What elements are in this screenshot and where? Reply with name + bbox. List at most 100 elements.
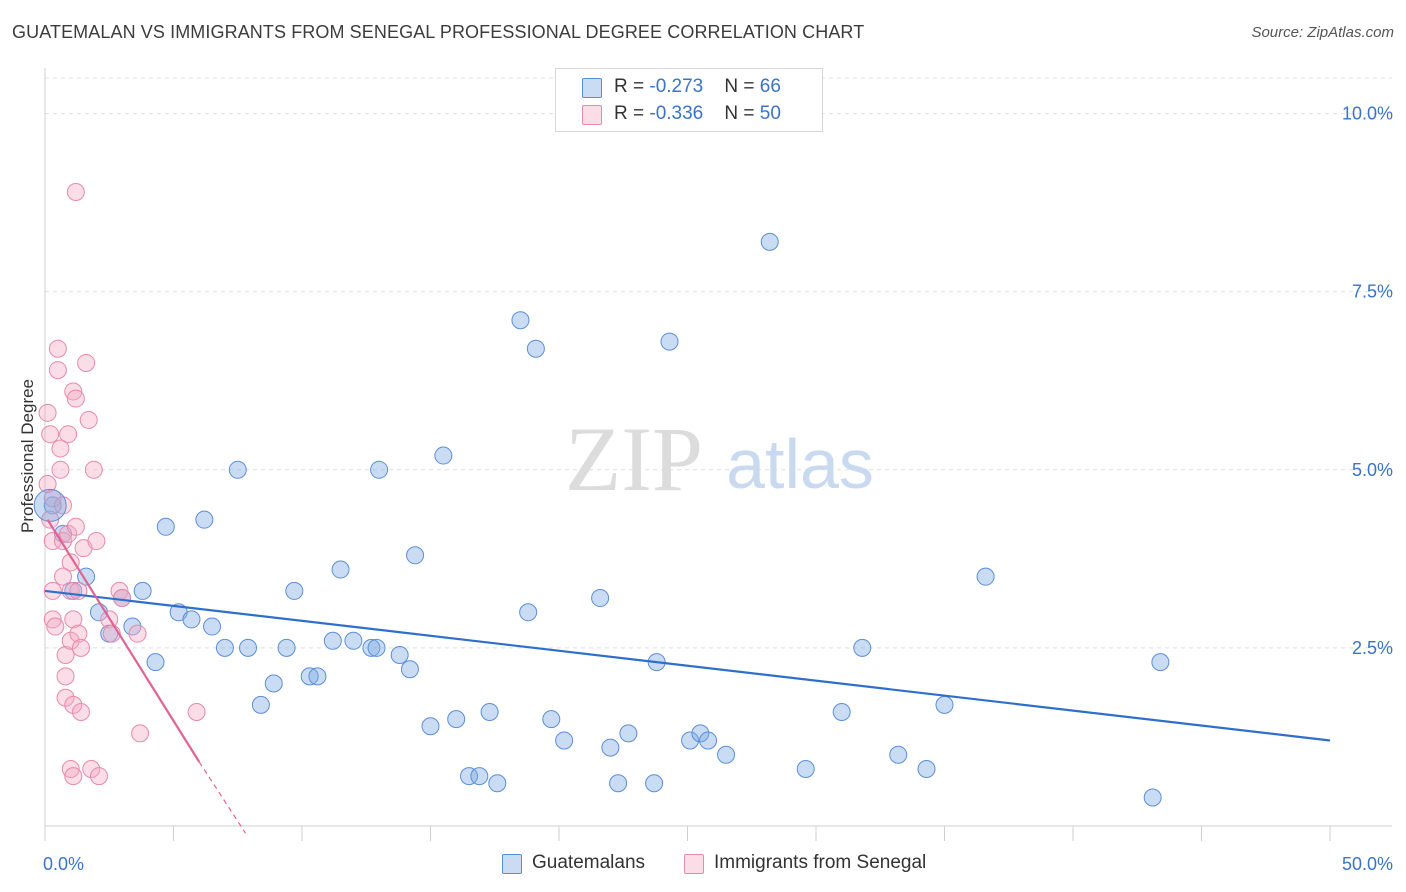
- data-point: [59, 425, 78, 444]
- data-point: [64, 767, 83, 786]
- trend-lines: [44, 519, 1331, 834]
- data-point: [43, 496, 62, 515]
- series-senegal: [38, 182, 206, 786]
- legend-r-label: R =: [614, 103, 650, 124]
- data-point: [889, 745, 908, 764]
- data-point: [601, 738, 620, 757]
- axes: [44, 68, 1392, 841]
- data-point: [331, 560, 350, 579]
- y-tick-label: 10.0%: [1342, 104, 1393, 124]
- data-point: [156, 517, 175, 536]
- data-point: [195, 510, 214, 529]
- data-point: [48, 361, 67, 380]
- data-point: [853, 638, 872, 657]
- data-point: [69, 581, 88, 600]
- trend-line-senegal: [46, 519, 201, 763]
- data-point: [796, 760, 815, 779]
- data-point: [660, 332, 679, 351]
- data-point: [82, 760, 101, 779]
- data-point: [79, 410, 98, 429]
- data-point: [390, 646, 409, 665]
- data-point: [187, 703, 206, 722]
- data-point: [48, 339, 67, 358]
- data-point: [133, 581, 152, 600]
- data-point: [41, 510, 60, 529]
- data-point: [51, 439, 70, 458]
- data-point: [609, 774, 628, 793]
- data-point: [300, 667, 319, 686]
- data-point: [66, 517, 85, 536]
- watermark-atlas: atlas: [726, 425, 874, 503]
- series-legend: Guatemalans Immigrants from Senegal: [0, 852, 1406, 878]
- chart-title: GUATEMALAN VS IMMIGRANTS FROM SENEGAL PR…: [12, 22, 865, 42]
- y-tick-label: 2.5%: [1352, 638, 1393, 658]
- data-point: [38, 403, 57, 422]
- legend-swatch-senegal: [582, 105, 602, 125]
- data-point: [61, 631, 80, 650]
- legend-n-value: 66: [759, 76, 781, 97]
- series-guatemalans: [43, 232, 1170, 807]
- legend-n-label: N =: [724, 76, 760, 97]
- data-point: [277, 638, 296, 657]
- legend-r-value: -0.273: [649, 76, 704, 97]
- y-tick-label: 5.0%: [1352, 460, 1393, 480]
- data-point: [370, 460, 389, 479]
- data-point: [645, 774, 664, 793]
- data-point: [71, 638, 90, 657]
- grid-lines: [45, 77, 1392, 649]
- data-point: [400, 660, 419, 679]
- legend-swatch-senegal: [684, 854, 704, 874]
- data-point: [215, 638, 234, 657]
- data-point: [681, 731, 700, 750]
- data-point: [362, 638, 381, 657]
- legend-swatch-guatemalans: [582, 78, 602, 98]
- data-point: [542, 710, 561, 729]
- data-point: [935, 695, 954, 714]
- data-point: [526, 339, 545, 358]
- data-point: [1151, 653, 1170, 672]
- legend-r-value: -0.336: [649, 103, 704, 124]
- data-point: [66, 182, 85, 201]
- trend-line-guatemalans: [44, 589, 1331, 742]
- data-point: [38, 475, 57, 494]
- data-point: [64, 695, 83, 714]
- data-point: [367, 638, 386, 657]
- data-point: [51, 460, 70, 479]
- data-point: [113, 589, 132, 608]
- data-point: [59, 524, 78, 543]
- x-tick-label: 50.0%: [1342, 854, 1393, 874]
- x-tick-label: 0.0%: [43, 854, 84, 874]
- data-point: [1143, 788, 1162, 807]
- legend-r-label: R =: [614, 76, 650, 97]
- data-point: [519, 603, 538, 622]
- data-point: [131, 724, 150, 743]
- data-point: [591, 589, 610, 608]
- data-point: [251, 695, 270, 714]
- trend-line-senegal-extension: [198, 761, 246, 834]
- data-point: [470, 767, 489, 786]
- data-point: [87, 532, 106, 551]
- data-point: [434, 446, 453, 465]
- tick-labels: 2.5% 5.0% 7.5% 10.0% 0.0% 50.0%: [43, 104, 1393, 874]
- data-point: [406, 546, 425, 565]
- data-point: [228, 460, 247, 479]
- data-point: [56, 688, 75, 707]
- data-points: [33, 182, 1170, 807]
- data-point: [264, 674, 283, 693]
- data-point: [285, 581, 304, 600]
- data-point: [56, 667, 75, 686]
- data-point: [460, 767, 479, 786]
- data-point: [46, 617, 65, 636]
- correlation-legend: R = -0.273 N = 66 R = -0.336 N = 50: [555, 68, 823, 132]
- data-point: [43, 610, 62, 629]
- data-point: [323, 631, 342, 650]
- watermark: ZIP atlas: [565, 408, 874, 510]
- data-point: [447, 710, 466, 729]
- data-point: [917, 760, 936, 779]
- data-point: [421, 717, 440, 736]
- data-point: [699, 731, 718, 750]
- data-point: [69, 624, 88, 643]
- data-point: [66, 389, 85, 408]
- watermark-zip: ZIP: [565, 408, 703, 510]
